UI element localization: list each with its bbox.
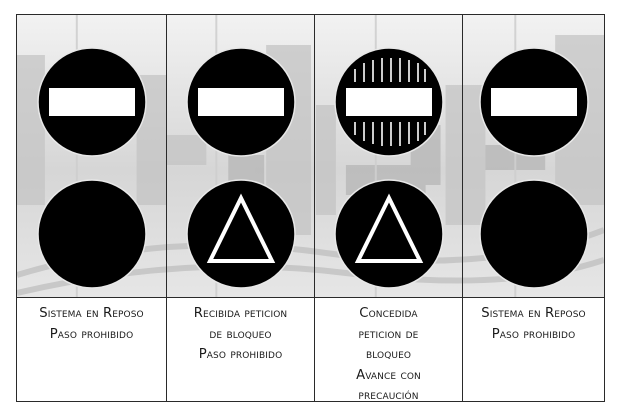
caption-line: Recibida peticion <box>193 306 288 321</box>
caption-line: Paso prohibido <box>198 347 283 362</box>
state-caption: Recibida peticion de bloqueo Paso prohib… <box>167 297 314 401</box>
caption-line: peticion de <box>358 326 419 342</box>
no-entry-bar-icon <box>185 47 296 157</box>
bottom-signal <box>333 178 445 290</box>
bottom-signal <box>478 178 590 290</box>
column-idle-2: Sistema en Reposo Paso prohibido <box>463 15 604 401</box>
bottom-signal <box>185 178 297 290</box>
caption-line: Sistema en Reposo <box>39 306 144 321</box>
blank-disc-icon <box>478 179 589 289</box>
blank-disc-icon <box>36 179 147 289</box>
caption-line: de bloqueo <box>209 326 272 342</box>
top-signal <box>478 46 590 158</box>
caption-line: Concedida <box>359 306 418 321</box>
signal-columns: Sistema en Reposo Paso prohibido Recibid… <box>17 15 604 401</box>
no-entry-bar-striped-icon <box>333 47 444 157</box>
caption-line: bloqueo <box>365 347 412 362</box>
signal-states-table: Sistema en Reposo Paso prohibido Recibid… <box>16 14 605 402</box>
bottom-signal <box>36 178 148 290</box>
top-signal <box>36 46 148 158</box>
column-idle-1: Sistema en Reposo Paso prohibido <box>17 15 167 401</box>
triangle-outline-icon <box>333 179 444 289</box>
no-entry-bar-icon <box>36 47 147 157</box>
top-signal <box>185 46 297 158</box>
no-entry-bar-icon <box>478 47 589 157</box>
top-signal <box>333 46 445 158</box>
state-caption: Sistema en Reposo Paso prohibido <box>463 297 604 401</box>
caption-line: Paso prohibido <box>491 326 576 342</box>
caption-line: precaución <box>358 388 419 402</box>
state-caption: Sistema en Reposo Paso prohibido <box>17 297 166 401</box>
column-request-received: Recibida peticion de bloqueo Paso prohib… <box>167 15 315 401</box>
state-caption: Concedida peticion de bloqueo Avance con… <box>315 297 462 401</box>
caption-line: Paso prohibido <box>49 326 134 342</box>
caption-line: Avance con <box>356 367 421 383</box>
caption-line: Sistema en Reposo <box>481 306 586 321</box>
triangle-outline-icon <box>185 179 296 289</box>
column-request-granted: Concedida peticion de bloqueo Avance con… <box>315 15 463 401</box>
